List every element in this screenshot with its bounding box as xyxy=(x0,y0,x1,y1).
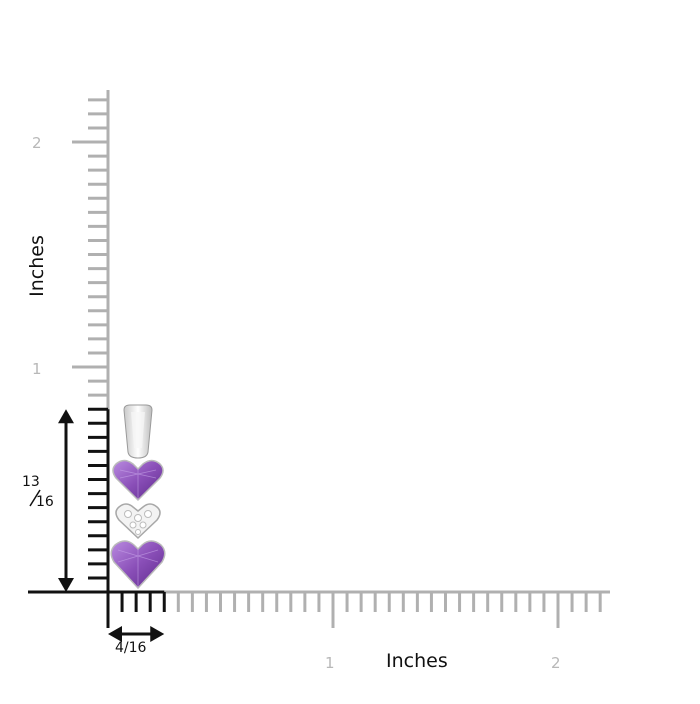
y-axis-title: Inches xyxy=(26,235,48,297)
x-axis-title: Inches xyxy=(386,650,448,672)
height-arrow-head-bottom xyxy=(58,578,74,592)
height-denominator: 16 xyxy=(36,494,54,510)
y-tick-label: 1 xyxy=(32,360,42,378)
dimension-arrows xyxy=(29,409,165,642)
width-arrow-head-right xyxy=(150,626,165,642)
horizontal-ruler xyxy=(28,590,610,628)
width-arrow-head-left xyxy=(108,626,122,642)
height-arrow-head-top xyxy=(58,409,74,424)
y-tick-label: 2 xyxy=(32,134,42,152)
x-tick-label: 2 xyxy=(551,654,561,672)
x-tick-label: 1 xyxy=(325,654,335,672)
heart-pendant-icon xyxy=(110,404,166,590)
vertical-ruler xyxy=(72,90,110,592)
width-label: 4/16 xyxy=(115,640,147,656)
height-numerator: 13 xyxy=(22,474,40,490)
height-fraction-slash xyxy=(29,489,41,507)
